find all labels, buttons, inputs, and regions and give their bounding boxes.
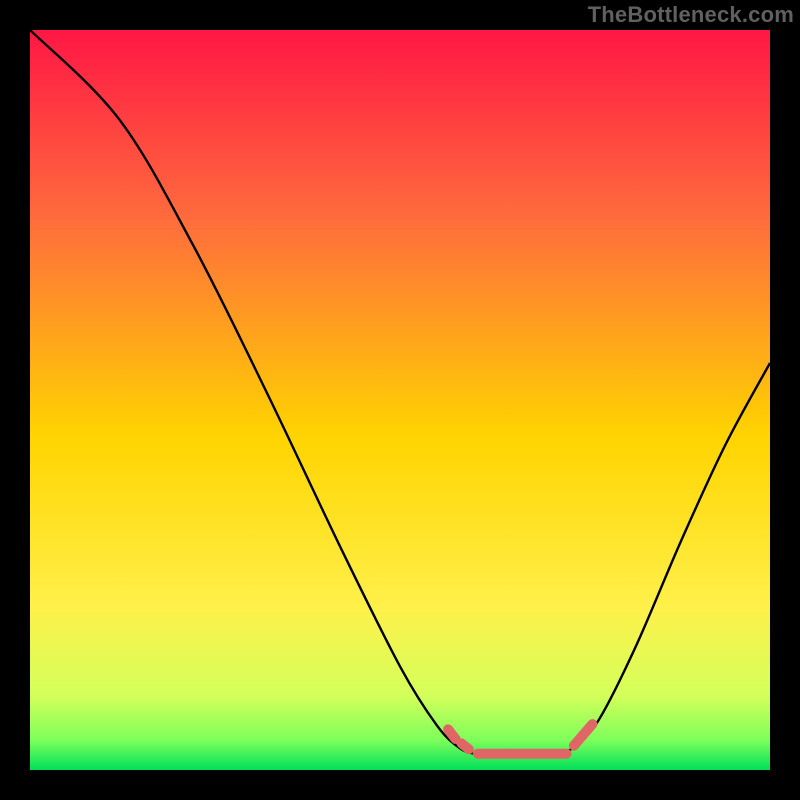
- overlay-segment: [461, 743, 468, 749]
- watermark-text: TheBottleneck.com: [588, 2, 794, 28]
- gradient-background: [30, 30, 770, 770]
- plot-area: [30, 30, 770, 770]
- bottleneck-curve-chart: [30, 30, 770, 770]
- chart-container: TheBottleneck.com: [0, 0, 800, 800]
- overlay-segment: [448, 729, 455, 739]
